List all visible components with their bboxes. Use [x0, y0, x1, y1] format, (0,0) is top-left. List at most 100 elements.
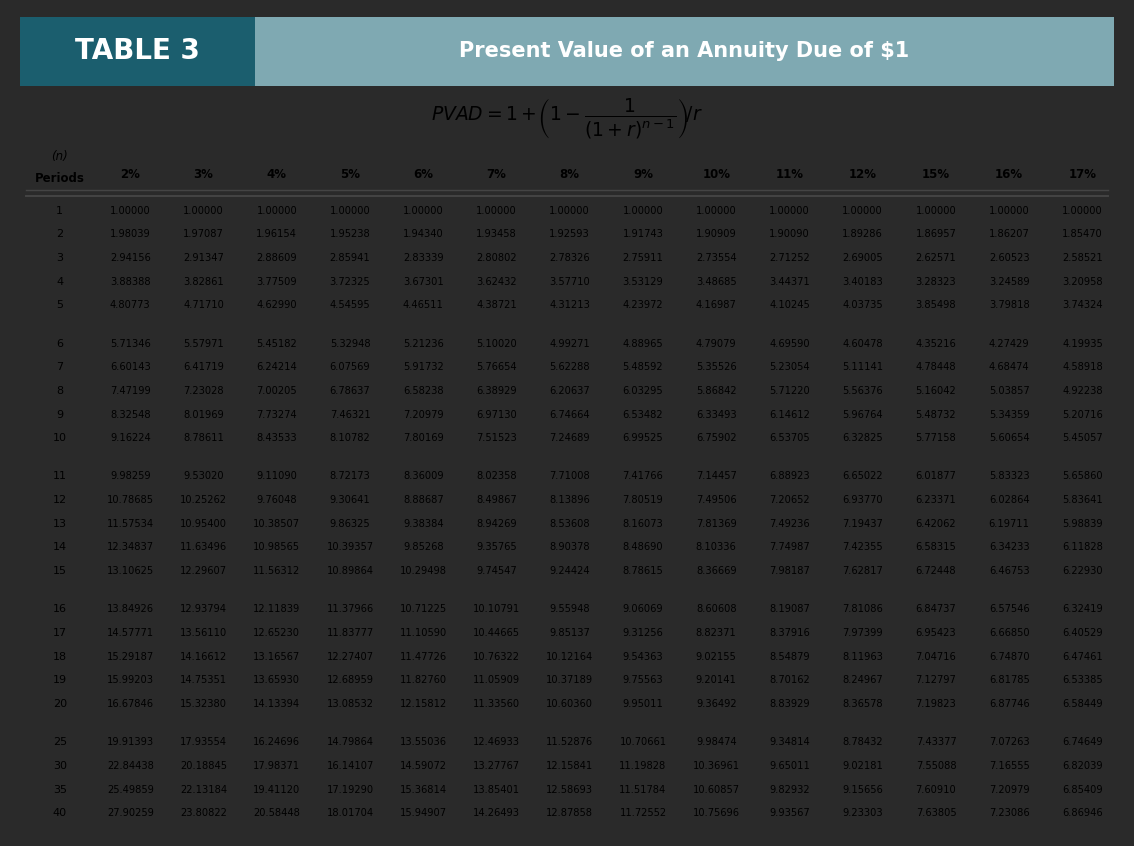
- Text: 10.75696: 10.75696: [693, 808, 739, 818]
- Text: 3.48685: 3.48685: [696, 277, 736, 287]
- Text: 2.91347: 2.91347: [184, 253, 223, 263]
- Text: 35: 35: [53, 784, 67, 794]
- Text: 6.72448: 6.72448: [915, 566, 956, 576]
- Text: 5.03857: 5.03857: [989, 386, 1030, 396]
- Text: 2.71252: 2.71252: [769, 253, 810, 263]
- Text: 13.16567: 13.16567: [253, 651, 301, 662]
- Text: 4.71710: 4.71710: [183, 300, 223, 310]
- Text: 12.58693: 12.58693: [547, 784, 593, 794]
- Text: 1.90090: 1.90090: [769, 229, 810, 239]
- Text: 6.58315: 6.58315: [915, 542, 956, 552]
- Text: 8.82371: 8.82371: [696, 628, 737, 638]
- Text: 22.84438: 22.84438: [107, 761, 154, 771]
- Bar: [20, 17, 255, 86]
- Text: 9.06069: 9.06069: [623, 604, 663, 614]
- Text: 8.78432: 8.78432: [843, 737, 883, 747]
- Text: 8.10782: 8.10782: [330, 433, 371, 443]
- Text: 4: 4: [57, 277, 64, 287]
- Text: 2.85941: 2.85941: [330, 253, 371, 263]
- Text: 7.42355: 7.42355: [843, 542, 883, 552]
- Text: 8.53608: 8.53608: [549, 519, 590, 529]
- Text: 14.59072: 14.59072: [400, 761, 447, 771]
- Text: 6.24214: 6.24214: [256, 362, 297, 372]
- Text: 1.86207: 1.86207: [989, 229, 1030, 239]
- Text: 6.22930: 6.22930: [1063, 566, 1102, 576]
- Text: 6.42062: 6.42062: [915, 519, 956, 529]
- Text: 10.25262: 10.25262: [180, 495, 227, 505]
- Text: 14.16612: 14.16612: [180, 651, 227, 662]
- Text: 1.86957: 1.86957: [915, 229, 956, 239]
- Text: 15%: 15%: [922, 168, 950, 180]
- Text: 7.81369: 7.81369: [696, 519, 737, 529]
- Text: TABLE 3: TABLE 3: [76, 37, 201, 65]
- Text: 1.90909: 1.90909: [696, 229, 737, 239]
- Text: 2.60523: 2.60523: [989, 253, 1030, 263]
- Text: 5.77158: 5.77158: [915, 433, 956, 443]
- Text: 9%: 9%: [633, 168, 653, 180]
- Text: 6.46753: 6.46753: [989, 566, 1030, 576]
- Text: 9.53020: 9.53020: [184, 471, 223, 481]
- Text: 7.98187: 7.98187: [769, 566, 810, 576]
- Text: 27.90259: 27.90259: [107, 808, 154, 818]
- Text: 17.98371: 17.98371: [253, 761, 301, 771]
- Text: 2%: 2%: [120, 168, 141, 180]
- Text: 25: 25: [52, 737, 67, 747]
- Text: 5.65860: 5.65860: [1063, 471, 1102, 481]
- Text: 9.36492: 9.36492: [696, 699, 736, 709]
- Text: 5.23054: 5.23054: [769, 362, 810, 372]
- Text: 6.93770: 6.93770: [843, 495, 883, 505]
- Text: 2.75911: 2.75911: [623, 253, 663, 263]
- Text: 12.27407: 12.27407: [327, 651, 373, 662]
- Text: 2.94156: 2.94156: [110, 253, 151, 263]
- Text: 4%: 4%: [266, 168, 287, 180]
- Text: 9.35765: 9.35765: [476, 542, 517, 552]
- Text: 5.35526: 5.35526: [696, 362, 736, 372]
- Text: 1.91743: 1.91743: [623, 229, 663, 239]
- Text: 5.57971: 5.57971: [184, 338, 223, 349]
- Text: 6.47461: 6.47461: [1063, 651, 1102, 662]
- Text: 3.28323: 3.28323: [915, 277, 956, 287]
- Text: 6: 6: [57, 338, 64, 349]
- Text: (n): (n): [51, 150, 68, 162]
- Text: 25.49859: 25.49859: [107, 784, 154, 794]
- Text: 10.60360: 10.60360: [547, 699, 593, 709]
- Text: 6.95423: 6.95423: [915, 628, 956, 638]
- Text: 9.76048: 9.76048: [256, 495, 297, 505]
- Text: 11: 11: [53, 471, 67, 481]
- Text: 19.41120: 19.41120: [253, 784, 301, 794]
- Text: 6.07569: 6.07569: [330, 362, 371, 372]
- Text: 4.69590: 4.69590: [769, 338, 810, 349]
- Text: 1.94340: 1.94340: [403, 229, 443, 239]
- Text: 7%: 7%: [486, 168, 507, 180]
- Text: 12.68959: 12.68959: [327, 675, 373, 685]
- Text: 6.20637: 6.20637: [549, 386, 590, 396]
- Text: 3.57710: 3.57710: [549, 277, 590, 287]
- Text: 6.40529: 6.40529: [1063, 628, 1102, 638]
- Text: 17%: 17%: [1068, 168, 1097, 180]
- Text: 2.78326: 2.78326: [549, 253, 590, 263]
- Text: 17.19290: 17.19290: [327, 784, 373, 794]
- Text: 6.78637: 6.78637: [330, 386, 371, 396]
- Text: 11.56312: 11.56312: [253, 566, 301, 576]
- Text: 6.14612: 6.14612: [769, 409, 810, 420]
- Text: 9.75563: 9.75563: [623, 675, 663, 685]
- Text: 18.01704: 18.01704: [327, 808, 373, 818]
- Text: 9.85137: 9.85137: [549, 628, 590, 638]
- Text: 4.16987: 4.16987: [696, 300, 737, 310]
- Text: 6.87746: 6.87746: [989, 699, 1030, 709]
- Text: 6.33493: 6.33493: [696, 409, 736, 420]
- Text: 6.74870: 6.74870: [989, 651, 1030, 662]
- Text: 10.39357: 10.39357: [327, 542, 373, 552]
- Text: 6.74664: 6.74664: [549, 409, 590, 420]
- Text: 3.79818: 3.79818: [989, 300, 1030, 310]
- Text: Present Value of an Annuity Due of $1: Present Value of an Annuity Due of $1: [459, 41, 909, 62]
- Text: 5.45182: 5.45182: [256, 338, 297, 349]
- Text: 1.00000: 1.00000: [256, 206, 297, 216]
- Text: 14.13394: 14.13394: [253, 699, 301, 709]
- Text: 5.32948: 5.32948: [330, 338, 371, 349]
- Text: 5.71346: 5.71346: [110, 338, 151, 349]
- Text: 3.72325: 3.72325: [330, 277, 371, 287]
- Text: 2.58521: 2.58521: [1063, 253, 1102, 263]
- Text: 1.00000: 1.00000: [769, 206, 810, 216]
- Text: 11.63496: 11.63496: [180, 542, 227, 552]
